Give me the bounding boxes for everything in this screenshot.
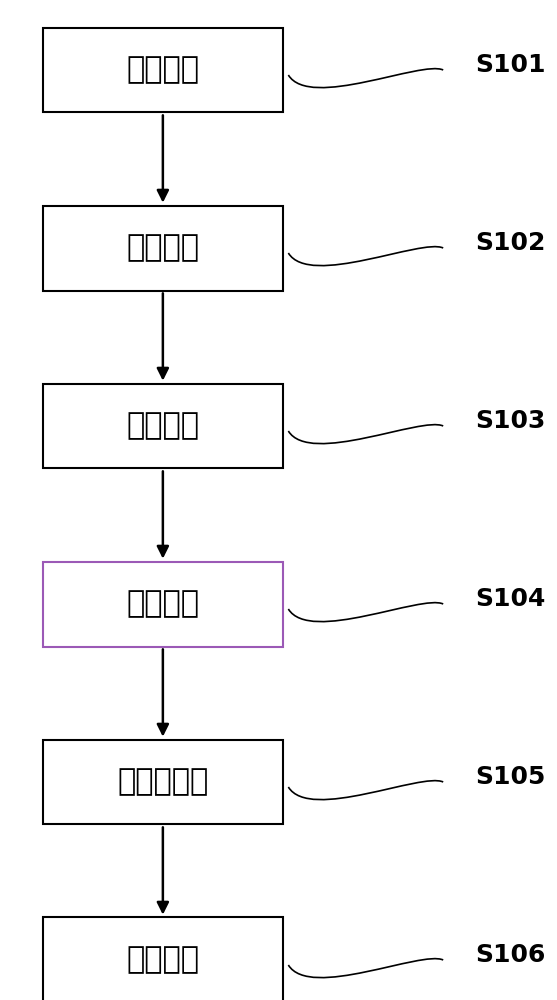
Text: S103: S103	[475, 409, 546, 433]
FancyBboxPatch shape	[43, 561, 283, 646]
Text: S105: S105	[475, 765, 546, 789]
FancyBboxPatch shape	[43, 206, 283, 290]
Text: S101: S101	[475, 53, 546, 77]
Text: 烧结处理: 烧结处理	[126, 589, 199, 618]
Text: S102: S102	[475, 231, 546, 255]
FancyBboxPatch shape	[43, 383, 283, 468]
Text: 粉末混合: 粉末混合	[126, 55, 199, 85]
FancyBboxPatch shape	[43, 739, 283, 824]
FancyBboxPatch shape	[43, 27, 283, 112]
Text: S106: S106	[475, 943, 546, 967]
FancyBboxPatch shape	[43, 917, 283, 1000]
Text: 浸油处理: 浸油处理	[126, 945, 199, 974]
Text: 压制成型: 压制成型	[126, 411, 199, 440]
Text: 低温扩散: 低温扩散	[126, 233, 199, 262]
Text: 精整和面打: 精整和面打	[117, 767, 208, 796]
Text: S104: S104	[475, 587, 546, 611]
